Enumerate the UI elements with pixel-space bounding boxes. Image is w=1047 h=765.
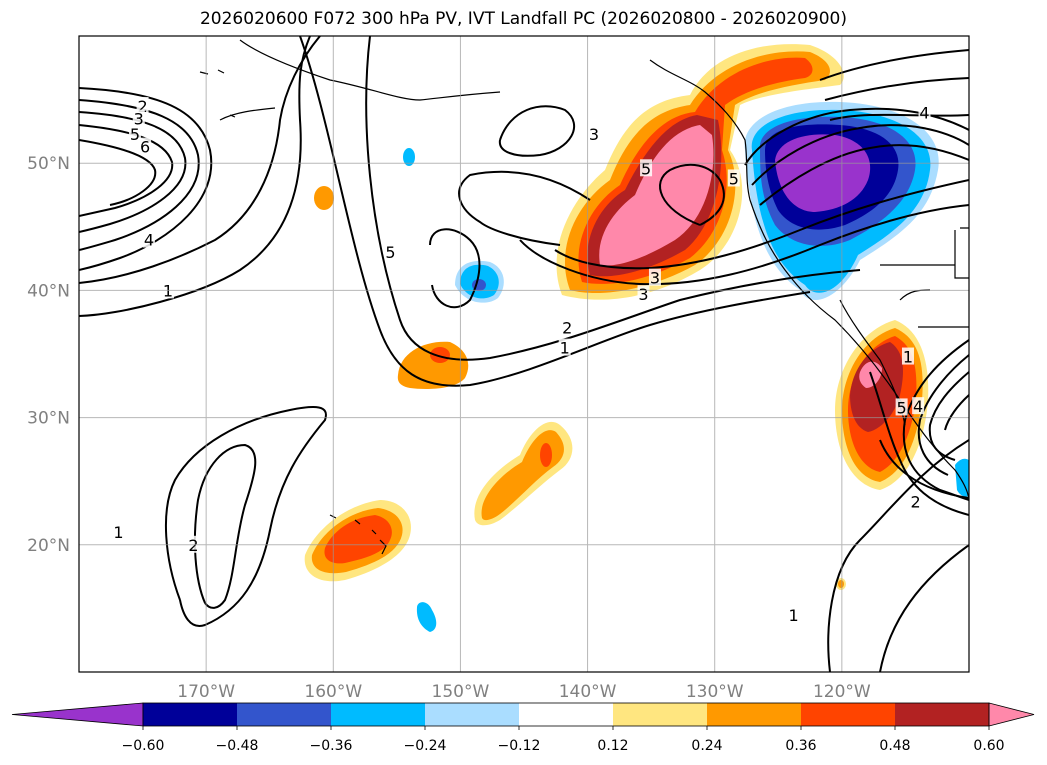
contour-label-bg [912,397,925,415]
lon-tick-label: 130°W [686,682,744,702]
lon-tick-label: 170°W [177,682,235,702]
lon-tick-label: 150°W [432,682,490,702]
contour-label: 1 [560,339,570,358]
colorbar-segment [519,703,614,726]
contour-label-bg [384,243,397,261]
gridlines [79,36,969,672]
contour-label-bg [128,124,141,142]
shading-baja-48 [850,342,903,432]
shading-subtrop [397,341,469,389]
contour-label: 4 [144,231,154,250]
colorbar-tick-label: −0.36 [310,738,353,754]
shading-neg-edge [955,458,969,497]
contour-label-bg [918,103,931,121]
contour-label: 2 [562,318,572,337]
contour-label: 4 [919,103,929,122]
contour-label-bg [727,169,740,187]
colorbar-segment [801,703,896,726]
shading-small-c [838,580,844,588]
colorbar-extend-low [11,702,144,727]
lon-tick-label: 140°W [559,682,617,702]
colorbar-segment [425,703,520,726]
lat-tick-labels: 20°N 30°N 40°N 50°N [27,154,70,556]
colorbar-segment [707,703,802,726]
colorbar: −0.60 −0.48 −0.36 −0.24 −0.12 0.12 0.24 0.36 0.4… [11,702,1035,754]
contour-label: 3 [650,269,660,288]
shading-midpac-1c [540,443,552,467]
lat-tick-label: 20°N [27,536,70,556]
colorbar-segment [143,703,238,726]
contour-label: 3 [638,285,648,304]
colorbar-tick-label: 0.36 [785,738,816,754]
contour-label-bg [132,109,145,127]
lat-tick-label: 30°N [27,409,70,429]
shading-subtrop-b [430,347,450,363]
contour-label-bg [901,347,914,365]
colorbar-segment [613,703,708,726]
contour-label-bg [895,398,908,416]
contour-label: 1 [788,606,798,625]
contour-label: 2 [911,493,921,512]
colorbar-segment [331,703,426,726]
contour-label-bg [558,338,571,356]
contour-label: 4 [913,397,923,416]
colorbar-extend-high [988,702,1035,727]
lon-tick-label: 160°W [304,682,362,702]
contour-label-bg [142,230,155,248]
contour-label-bg [648,268,661,286]
contour-label: 5 [729,169,739,188]
colorbar-tick-label: −0.48 [216,738,259,754]
contour-label-bg [139,137,152,155]
contour-label-bg [909,492,922,510]
colorbar-segment [237,703,332,726]
shading-neg-small-1 [403,148,415,166]
contour-label: 3 [589,125,599,144]
contour-label: 5 [897,398,907,417]
contour-label: 1 [113,523,123,542]
shaded-field [304,44,969,632]
colorbar-segment [895,703,990,726]
plot-title: 2026020600 F072 300 hPa PV, IVT Landfall… [199,9,847,29]
contour-label: 1 [903,348,913,367]
colorbar-tick-label: 0.24 [691,738,722,754]
colorbar-tick-label: −0.60 [122,738,165,754]
contour-label: 5 [385,243,395,262]
contour-label-bg [637,285,650,303]
colorbar-tick-label: 0.48 [879,738,910,754]
lon-tick-label: 120°W [813,682,871,702]
pv-contours [79,36,969,672]
colorbar-frame [142,702,990,727]
colorbar-tick-label: −0.12 [498,738,541,754]
contour-label: 2 [137,97,147,116]
contour-label-bg [787,605,800,623]
colorbar-tick-label: −0.24 [404,738,447,754]
colorbar-tick-label: 0.12 [597,738,628,754]
contour-label-bg [561,318,574,336]
shading-hawaii-48 [324,515,392,564]
shading-positive-max [599,125,714,266]
lat-tick-label: 40°N [27,281,70,301]
lat-tick-label: 50°N [27,154,70,174]
shading-small-a [314,186,334,210]
colorbar-tick-label: 0.60 [973,738,1004,754]
map-frame [78,35,970,673]
contour-label: 5 [641,159,651,178]
contour-label: 5 [130,125,140,144]
lon-tick-labels: 170°W 160°W 150°W 140°W 130°W 120°W [177,682,871,702]
contour-label: 6 [140,138,150,157]
shading-neg-small-2 [416,602,437,632]
contour-label-bg [587,124,600,142]
contour-label-bg [112,523,125,541]
contour-label: 3 [134,110,144,129]
